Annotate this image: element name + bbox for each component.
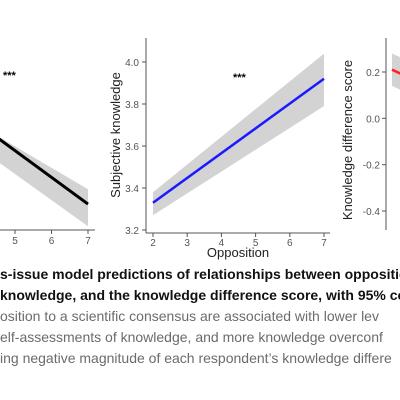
p2-y-tick-label: 3.2 (125, 226, 139, 237)
p2-x-tick-label: 6 (287, 238, 293, 249)
p3-y-label: Knowledge difference score (340, 60, 355, 220)
p3-y-tick-label: 0.2 (366, 68, 380, 79)
p1-x-tick-label: 5 (12, 236, 18, 247)
p1-x-tick-label: 6 (49, 236, 55, 247)
p2-ci-band (153, 53, 324, 216)
p1-regression-line (0, 137, 89, 206)
panel-knowledge-difference: 0.2 0.0 -0.2 -0.4 Knowledge difference scor… (340, 38, 400, 230)
p3-y-tick-label: 0.0 (366, 114, 380, 125)
p3-regression-line (391, 68, 400, 75)
p2-regression-line (152, 77, 325, 204)
p3-y-tick-label: -0.4 (363, 207, 381, 218)
p2-x-tick-label: 5 (253, 238, 259, 249)
p2-x-tick-label: 7 (321, 238, 327, 249)
panel-objective-knowledge: 5 6 7 *** (0, 70, 95, 247)
caption-line-2: knowledge, and the knowledge difference … (0, 287, 400, 303)
p2-y-tick-label: 3.6 (125, 142, 139, 153)
p2-x-tick-label: 3 (184, 238, 190, 249)
p1-ci-band (0, 137, 88, 227)
caption-line-5: ing negative magnitude of each responden… (0, 350, 392, 366)
caption-line-4: elf-assessments of knowledge, and more k… (0, 329, 383, 345)
caption-line-1: s-issue model predictions of relationshi… (0, 266, 400, 282)
p2-x-ticks: 2 3 4 5 6 7 (150, 233, 327, 249)
panel-subjective-knowledge: 3.2 3.4 3.6 3.8 4.0 2 3 4 5 6 7 *** Opposition Su… (108, 38, 330, 260)
p2-y-tick-label: 3.8 (125, 100, 139, 111)
figure-panels: 5 6 7 *** 3.2 3.4 3.6 3.8 4.0 2 3 4 5 6 7 *** Oppos… (0, 38, 400, 260)
p3-y-tick-label: -0.2 (363, 161, 381, 172)
p2-y-label: Subjective knowledge (108, 72, 123, 198)
p1-x-ticks: 5 6 7 (12, 230, 91, 247)
p2-y-ticks: 3.2 3.4 3.6 3.8 4.0 (125, 58, 146, 237)
p1-x-tick-label: 7 (85, 236, 91, 247)
p3-y-ticks: 0.2 0.0 -0.2 -0.4 (363, 68, 386, 218)
p2-x-tick-label: 2 (150, 238, 156, 249)
p2-x-label: Opposition (207, 245, 269, 260)
caption-line-3: osition to a scientific consensus are as… (0, 308, 379, 324)
p2-annotation: *** (233, 72, 247, 84)
p2-x-tick-label: 4 (219, 238, 225, 249)
p1-annotation: *** (3, 70, 17, 82)
p2-y-tick-label: 4.0 (125, 58, 139, 69)
p2-y-tick-label: 3.4 (125, 184, 139, 195)
